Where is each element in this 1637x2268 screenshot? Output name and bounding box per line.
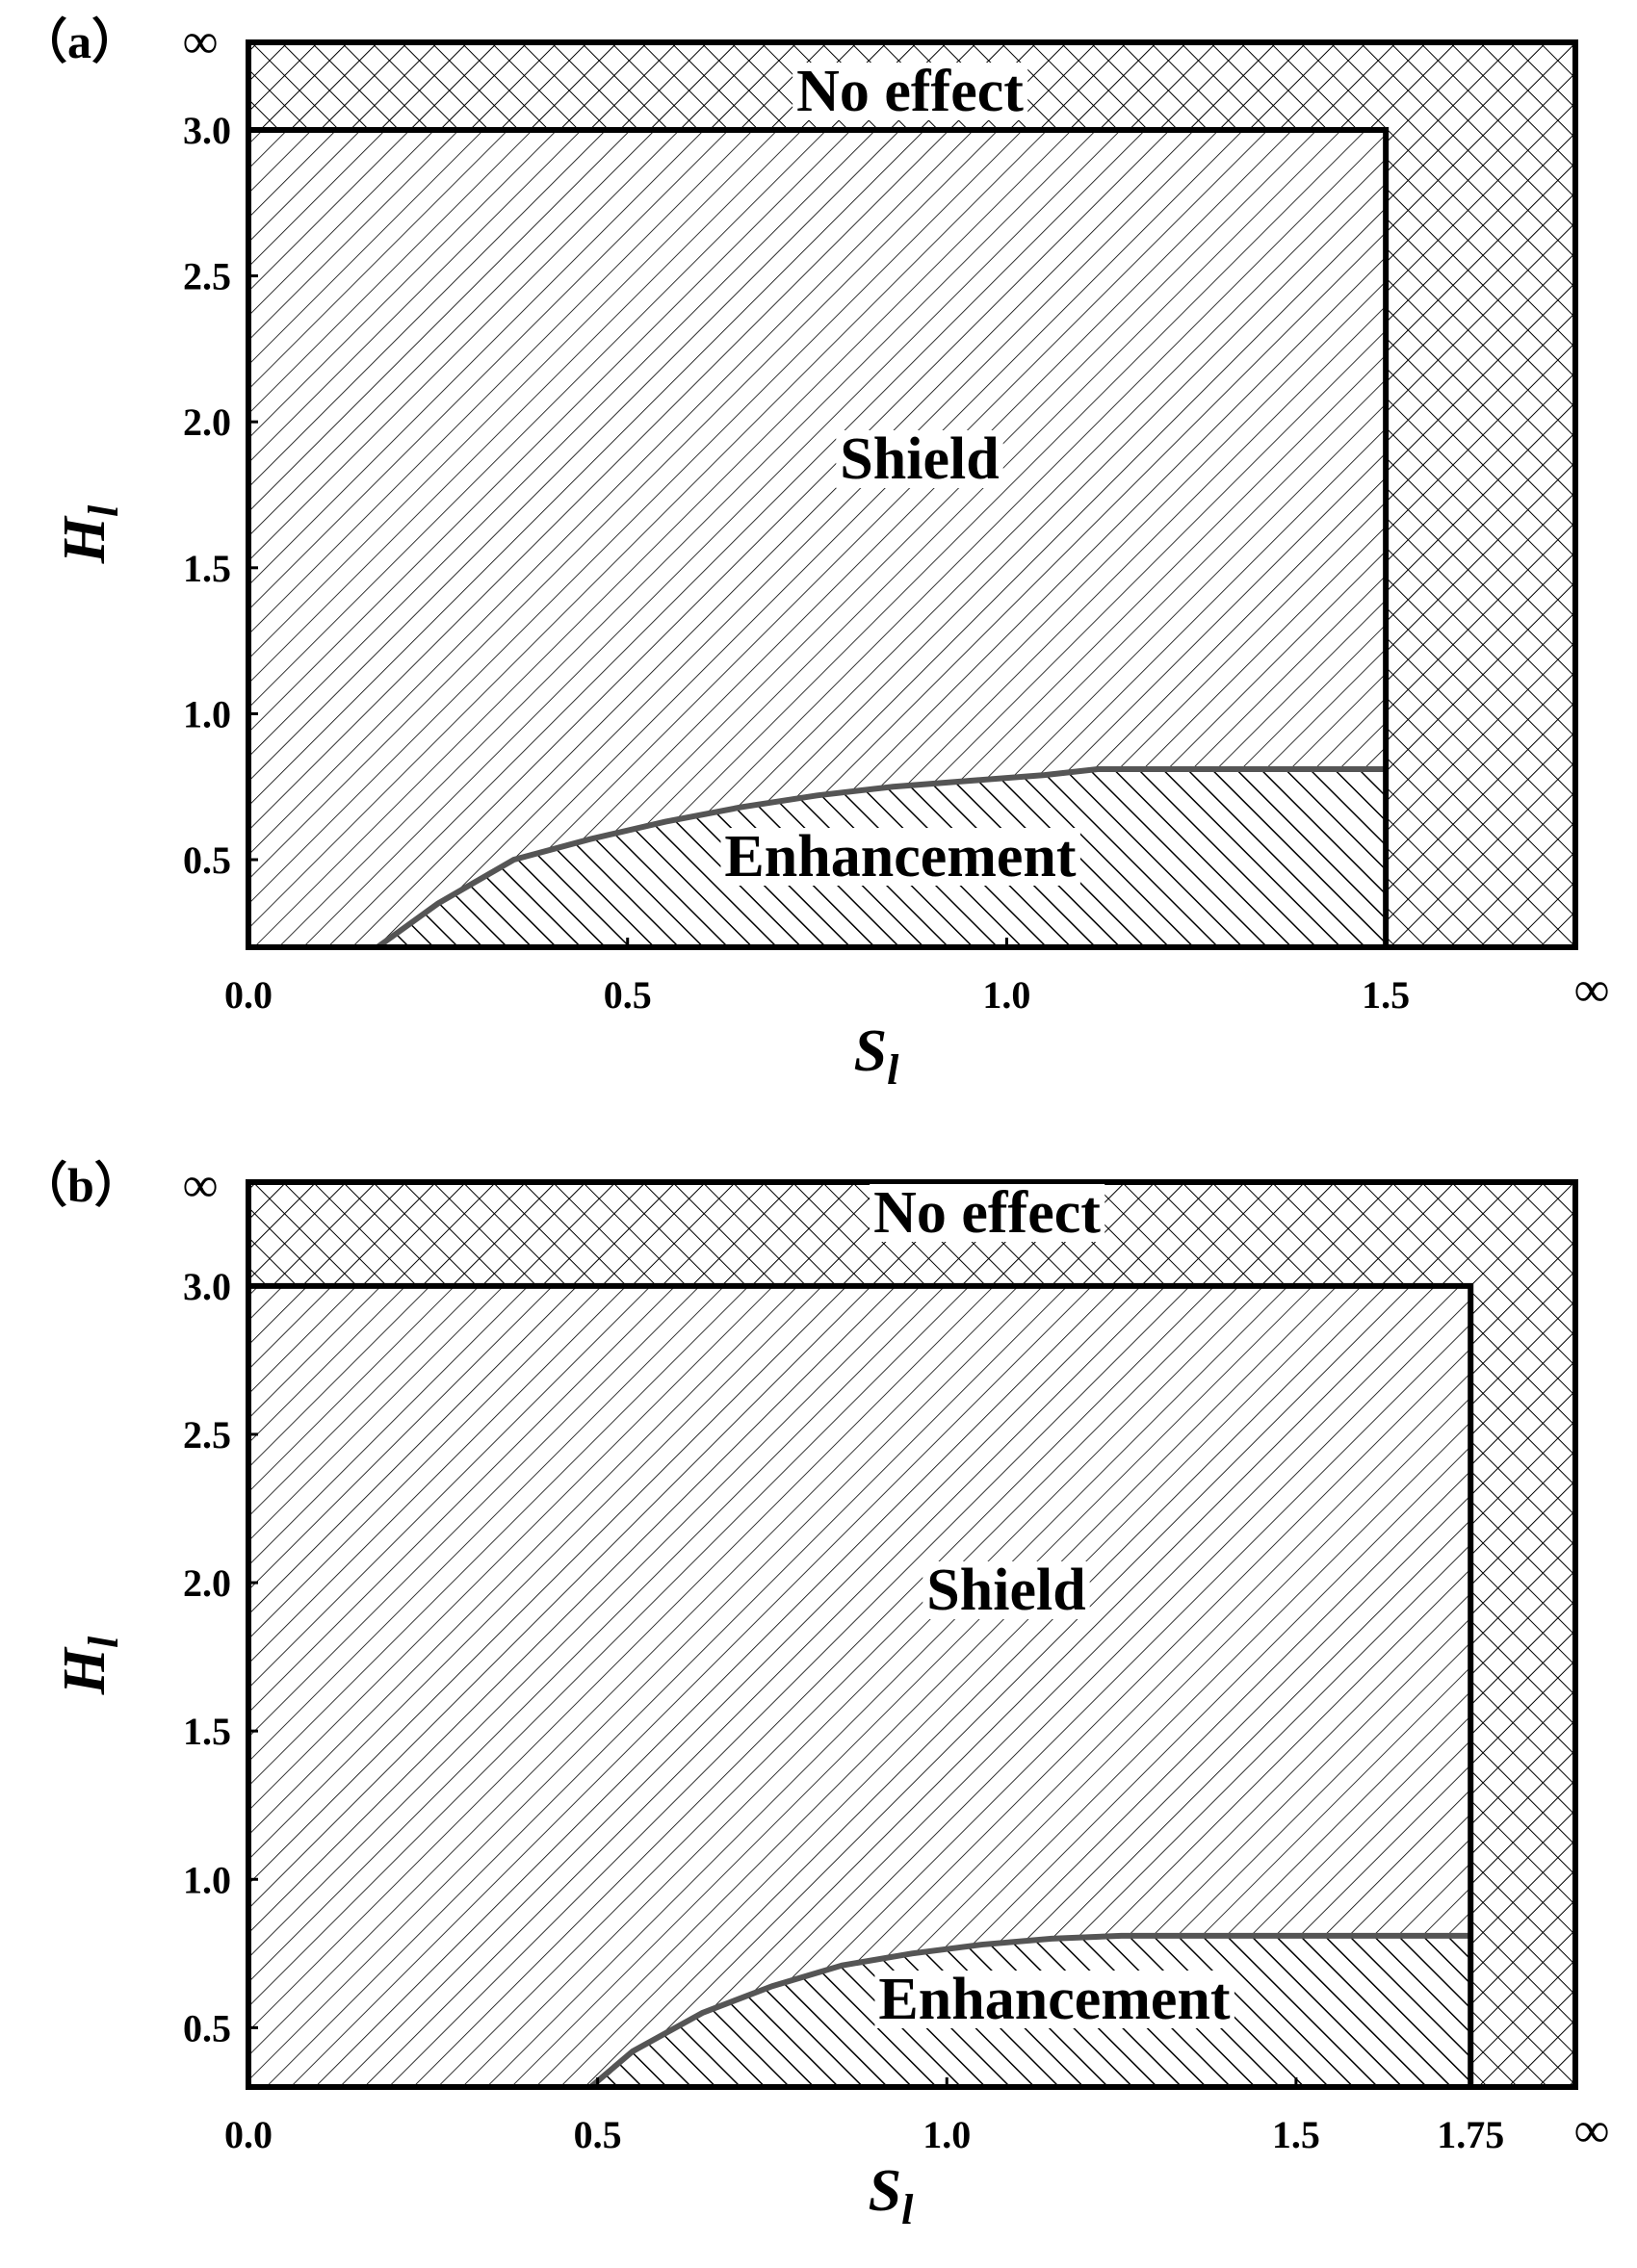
plot-frame: [246, 1179, 1578, 2090]
x-axis-label-sub: l: [901, 2186, 914, 2233]
x-infinity-label: ∞: [1573, 963, 1609, 1018]
y-infinity-label: ∞: [182, 1158, 218, 1213]
x-tick-label: 1.0: [922, 2113, 971, 2156]
shield-label: Shield: [840, 426, 999, 492]
shield-label-bg: [922, 1561, 1090, 1619]
y-tick-label: 1.5: [183, 547, 231, 590]
enhancement-label: Enhancement: [878, 1967, 1230, 2032]
enhancement-label: Enhancement: [724, 824, 1076, 889]
x-axis-label: Sl: [869, 2158, 914, 2233]
enhancement-boundary-line: [588, 1932, 1471, 2090]
panel-b: No effect Shield Enhancement 0.0 0.5 1.0 1.5 1.…: [19, 1158, 1610, 2233]
x-tick-label: 1.5: [1362, 973, 1410, 1017]
y-tick-label: 3.0: [183, 1265, 231, 1308]
x-tick-label: 1.75: [1437, 2113, 1504, 2156]
plot-frame: [246, 39, 1578, 950]
y-tick-label: 1.0: [183, 1858, 231, 1901]
y-tick-label: 2.0: [183, 400, 231, 444]
enhancement-label-bg: [720, 828, 1080, 886]
shield-boundary-line: [248, 126, 1390, 947]
enhancement-label-bg: [874, 1971, 1234, 2028]
y-axis-label: Hl: [52, 504, 127, 564]
x-tick-label: 1.5: [1272, 2113, 1320, 2156]
panel-label: （a）: [19, 14, 140, 68]
y-axis-label-sub: l: [80, 1636, 127, 1648]
y-tick-label: 2.5: [183, 1413, 231, 1456]
panel-a: No effect Shield Enhancement 0.0 0.5 1.0 1.5 0.…: [19, 14, 1610, 1094]
enhancement-boundary-line: [376, 766, 1387, 950]
x-tick-label: 0.0: [224, 2113, 273, 2156]
y-axis-label-sub: l: [80, 504, 127, 517]
shield-label: Shield: [926, 1558, 1085, 1623]
x-tick-label: 0.5: [574, 2113, 622, 2156]
shield-boundary-line: [248, 1282, 1474, 2087]
x-axis-label-sub: l: [887, 1046, 899, 1094]
y-tick-label: 1.0: [183, 692, 231, 735]
y-infinity-label: ∞: [182, 14, 218, 69]
no-effect-label: No effect: [796, 59, 1024, 124]
panel-label: （b）: [19, 1158, 143, 1212]
y-tick-label: 1.5: [183, 1710, 231, 1753]
x-tick-label: 0.0: [224, 973, 273, 1017]
y-tick-label: 0.5: [183, 2006, 231, 2049]
x-tick-label: 1.0: [982, 973, 1030, 1017]
no-effect-label-bg: [870, 1184, 1105, 1242]
y-tick-label: 2.5: [183, 255, 231, 298]
no-effect-label: No effect: [873, 1180, 1101, 1246]
x-tick-label: 0.5: [604, 973, 652, 1017]
y-tick-label: 3.0: [183, 109, 231, 152]
shield-label-bg: [836, 430, 1003, 488]
y-tick-label: 0.5: [183, 838, 231, 882]
y-tick-label: 2.0: [183, 1561, 231, 1605]
x-infinity-label: ∞: [1573, 2103, 1609, 2158]
x-axis-label: Sl: [854, 1018, 899, 1094]
y-axis-label: Hl: [52, 1636, 127, 1695]
no-effect-label-bg: [793, 63, 1028, 120]
